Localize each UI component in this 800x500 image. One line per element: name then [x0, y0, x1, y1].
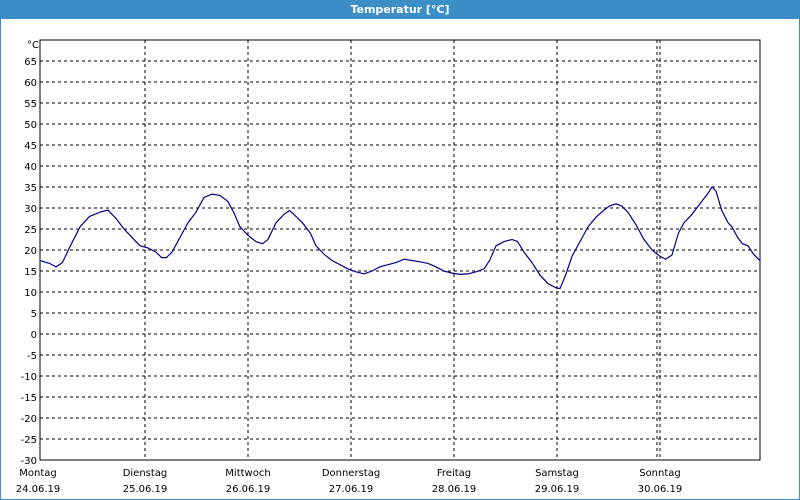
y-tick-label: 30	[24, 204, 37, 215]
y-tick-label: 10	[24, 288, 37, 299]
y-tick-label: -10	[21, 372, 37, 383]
x-tick-weekday: Donnerstag	[322, 468, 380, 479]
y-tick-label: 55	[24, 99, 37, 110]
x-tick-weekday: Montag	[19, 468, 56, 479]
y-tick-label: 40	[24, 162, 37, 173]
y-tick-label: -25	[21, 435, 37, 446]
x-tick-date: 28.06.19	[432, 484, 477, 495]
x-tick-date: 26.06.19	[226, 484, 271, 495]
temperature-series-line	[39, 186, 761, 290]
chart-title: Temperatur [°C]	[1, 1, 799, 19]
x-tick-weekday: Sonntag	[639, 468, 681, 479]
grid-lines	[40, 40, 760, 460]
y-tick-label: -30	[21, 456, 37, 467]
plot-area	[39, 39, 761, 461]
x-tick-date: 24.06.19	[16, 484, 61, 495]
y-tick-label: -20	[21, 414, 37, 425]
y-tick-label: 60	[24, 78, 37, 89]
y-tick-label: -5	[27, 351, 37, 362]
x-tick-date: 25.06.19	[123, 484, 168, 495]
x-tick-weekday: Dienstag	[123, 468, 168, 479]
x-tick-weekday: Freitag	[437, 468, 471, 479]
y-tick-label: 35	[24, 183, 37, 194]
x-tick-labels: Montag 24.06.19 Dienstag 25.06.19 Mittwoch 26…	[16, 468, 683, 495]
x-tick-date: 27.06.19	[329, 484, 374, 495]
y-tick-label: 15	[24, 267, 37, 278]
x-tick-date: 30.06.19	[638, 484, 683, 495]
x-tick-weekday: Mittwoch	[225, 468, 270, 479]
y-tick-label: -15	[21, 393, 37, 404]
y-tick-label: 5	[31, 309, 37, 320]
x-tick-date: 29.06.19	[535, 484, 580, 495]
y-axis-label: °C	[27, 40, 39, 51]
y-tick-label: 0	[31, 330, 37, 341]
y-tick-label: 45	[24, 141, 37, 152]
y-tick-label: 50	[24, 120, 37, 131]
y-tick-labels: 65605550454035302520151050-5-10-15-20-25…	[21, 57, 37, 467]
x-tick-weekday: Samstag	[535, 468, 579, 479]
y-tick-label: 20	[24, 246, 37, 257]
y-tick-label: 65	[24, 57, 37, 68]
y-tick-label: 25	[24, 225, 37, 236]
